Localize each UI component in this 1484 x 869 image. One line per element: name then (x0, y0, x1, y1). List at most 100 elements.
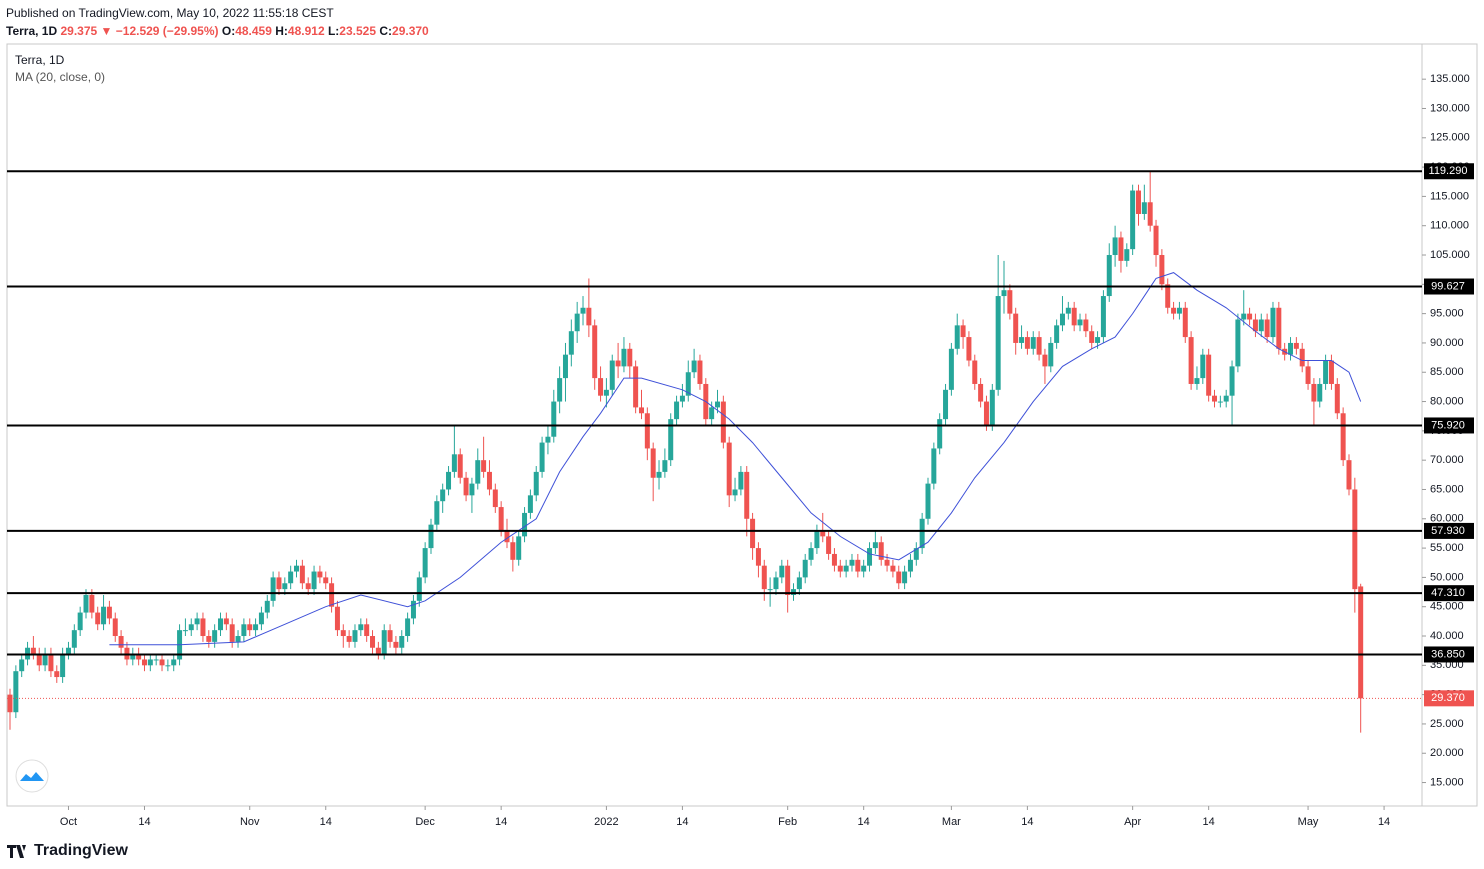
candle-body (1001, 290, 1007, 297)
candle-body (1305, 366, 1311, 384)
candle-body (896, 571, 902, 584)
high: 48.912 (287, 24, 325, 38)
y-tick-label: 65.000 (1430, 483, 1464, 495)
x-tick-label: Oct (60, 816, 77, 828)
candle-body (1223, 395, 1229, 402)
x-tick-label: Nov (240, 816, 260, 828)
last-price-box (1424, 690, 1474, 707)
candle-body (1065, 307, 1071, 314)
level-label: 36.850 (1431, 648, 1465, 660)
candle-body (71, 630, 77, 648)
candle-body (826, 536, 832, 554)
candle-body (60, 653, 66, 678)
candle-body (720, 401, 726, 443)
logo-button[interactable] (15, 759, 49, 793)
x-tick-label: 14 (858, 816, 870, 828)
candle-body (943, 389, 949, 420)
candle-body (416, 577, 422, 601)
candle-body (486, 471, 492, 490)
candle-body (668, 419, 674, 461)
candle-body (533, 471, 539, 496)
x-tick-label: 14 (320, 816, 332, 828)
y-tick-label: 25.000 (1430, 718, 1464, 730)
candle-body (913, 548, 919, 560)
y-tick-label: 130.000 (1430, 102, 1470, 114)
y-tick-label: 50.000 (1430, 571, 1464, 583)
candle-body (1252, 319, 1258, 332)
candle-body (1176, 307, 1182, 314)
candle-body (1036, 337, 1042, 355)
last-price-label: 29.370 (1431, 692, 1465, 704)
candle-body (1100, 296, 1106, 338)
candle-body (1024, 337, 1030, 349)
candle-body (983, 401, 989, 425)
candle-body (545, 436, 551, 443)
level-label-box (1424, 585, 1474, 602)
candle-body (1334, 383, 1340, 414)
candle-body (562, 354, 568, 379)
candle-body (685, 372, 691, 396)
candle-body (1048, 342, 1054, 367)
candle-body (340, 630, 346, 637)
candle-body (1030, 337, 1036, 349)
candle-body (165, 665, 171, 667)
candle-body (95, 612, 101, 625)
y-tick-label: 85.000 (1430, 366, 1464, 378)
candle-body (352, 630, 358, 642)
candle-body (475, 460, 481, 484)
candle-body (732, 489, 738, 496)
candle-body (7, 694, 13, 713)
candle-body (650, 448, 656, 478)
candle-body (539, 442, 545, 472)
candle-body (1165, 284, 1171, 308)
candle-body (1042, 354, 1048, 367)
y-tick-label: 110.000 (1430, 220, 1469, 232)
candle-body (960, 325, 966, 338)
candle-body (843, 565, 849, 572)
y-tick-label: 60.000 (1430, 513, 1464, 525)
candle-body (937, 419, 943, 449)
x-tick-label: 14 (1203, 816, 1215, 828)
level-label: 75.920 (1431, 419, 1465, 431)
x-tick-label: Feb (778, 816, 797, 828)
price: 29.375 (60, 24, 98, 38)
candle-body (750, 518, 756, 549)
candle-body (136, 653, 142, 660)
candle-body (1182, 307, 1188, 338)
low: 23.525 (339, 24, 376, 38)
candle-body (931, 448, 937, 484)
candle-body (989, 389, 995, 425)
candle-body (270, 577, 276, 601)
candle-body (65, 647, 71, 654)
candle-body (393, 641, 399, 648)
candle-body (656, 471, 662, 478)
candle-body (586, 307, 592, 326)
ohlc-line: Terra, 1D 29.375 ▼ −12.529 (−29.95%) O:4… (6, 22, 429, 40)
candle-body (36, 653, 42, 666)
candle-body (849, 559, 855, 566)
candle-body (1235, 319, 1241, 367)
y-tick-label: 135.000 (1430, 73, 1470, 85)
level-label-box (1424, 522, 1474, 539)
candle-body (820, 530, 826, 537)
candle-body (1141, 202, 1147, 214)
candle-body (194, 618, 200, 625)
candle-body (299, 565, 305, 584)
candle-body (346, 636, 352, 642)
candle-body (831, 553, 837, 566)
candle-body (387, 630, 393, 642)
candle-body (791, 589, 797, 595)
candle-body (19, 659, 25, 672)
candle-body (1013, 313, 1019, 343)
open: 48.459 (235, 24, 272, 38)
candle-body (1188, 337, 1194, 384)
level-label: 47.310 (1431, 587, 1465, 599)
x-tick-label: 14 (495, 816, 507, 828)
candle-body (1270, 307, 1276, 338)
candle-body (276, 577, 282, 590)
candle-body (112, 618, 118, 637)
candle-body (77, 612, 83, 631)
logo-icon (20, 772, 44, 781)
candle-body (311, 571, 317, 590)
